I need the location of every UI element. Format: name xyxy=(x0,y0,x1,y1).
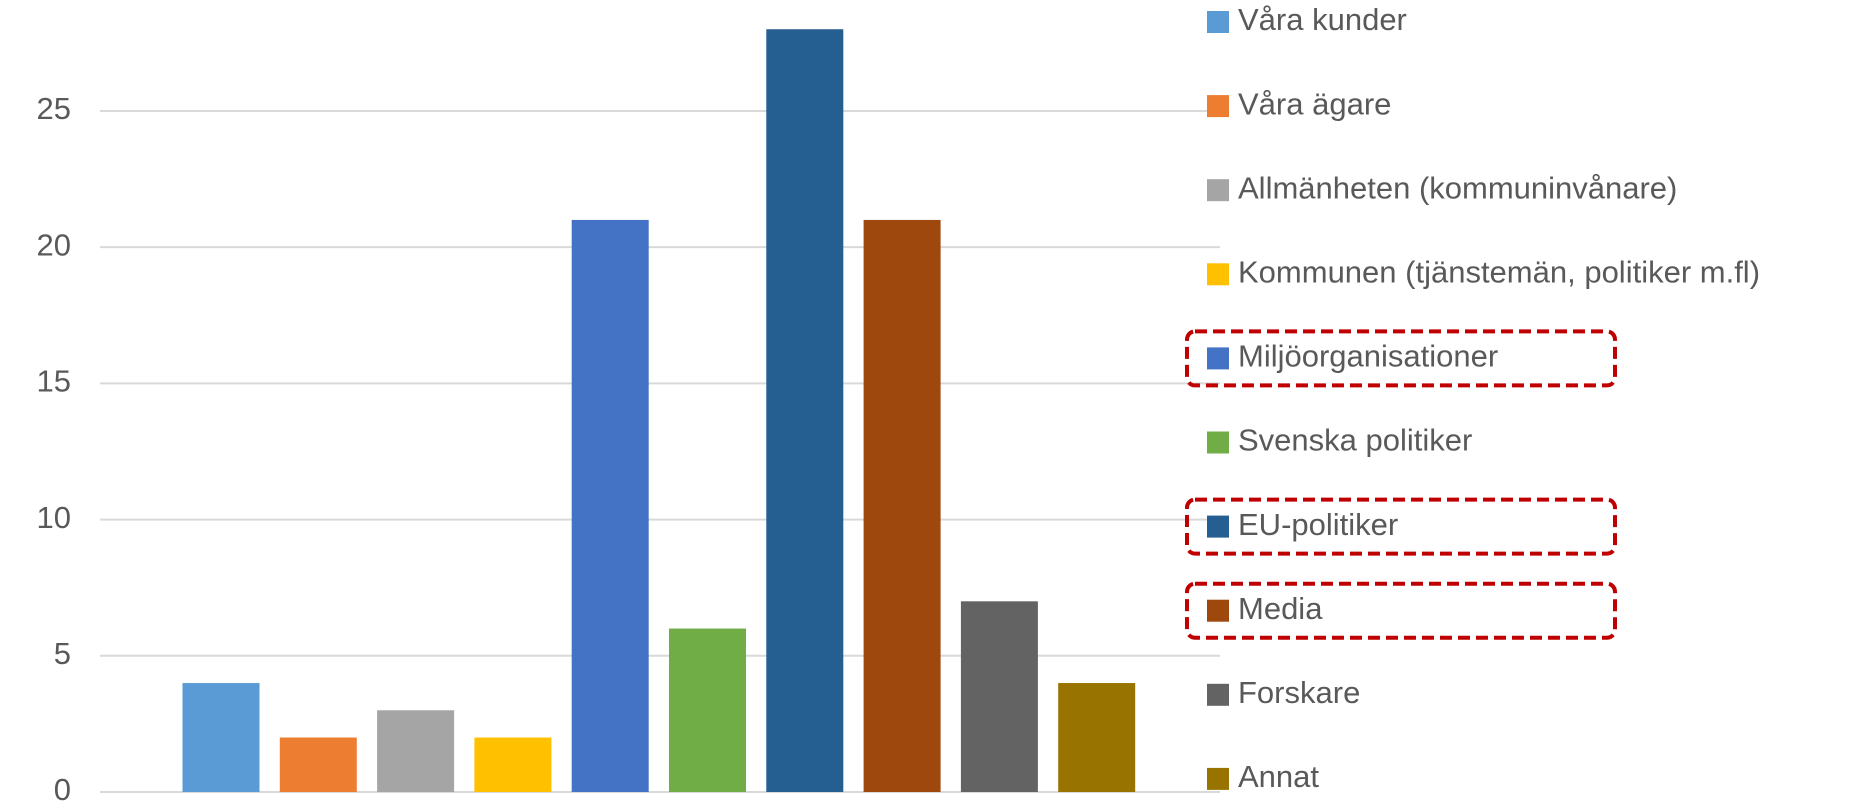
highlight-box xyxy=(1185,581,1617,640)
legend-label: Media xyxy=(1238,591,1323,626)
bar xyxy=(1058,683,1136,792)
bar xyxy=(766,29,844,792)
legend-swatch xyxy=(1207,767,1229,790)
legend-swatch xyxy=(1207,599,1229,622)
legend-swatch xyxy=(1207,11,1229,33)
legend-swatch xyxy=(1207,347,1229,370)
y-tick-label: 0 xyxy=(54,772,71,806)
bar xyxy=(669,628,746,792)
legend-label: EU-politiker xyxy=(1238,507,1398,542)
bar xyxy=(960,601,1038,792)
legend-label: Annat xyxy=(1238,759,1319,794)
y-tick-label: 20 xyxy=(37,227,71,262)
legend-label: Våra ägare xyxy=(1238,86,1391,121)
bar xyxy=(377,710,455,792)
bar xyxy=(279,737,357,792)
y-tick-label: 5 xyxy=(54,636,71,671)
highlight-box xyxy=(1185,497,1617,556)
legend-swatch xyxy=(1207,515,1229,538)
bar xyxy=(182,683,260,792)
y-tick-label: 15 xyxy=(37,364,71,399)
legend-label: Allmänheten (kommuninvånare) xyxy=(1238,170,1677,205)
legend-swatch xyxy=(1207,431,1229,454)
bar xyxy=(863,219,941,792)
highlight-box xyxy=(1185,329,1617,388)
legend-label: Forskare xyxy=(1238,675,1360,710)
bar xyxy=(571,219,649,792)
legend-swatch xyxy=(1207,683,1229,706)
legend-swatch xyxy=(1207,179,1229,202)
y-tick-label: 25 xyxy=(37,91,71,126)
y-tick-label: 10 xyxy=(37,500,71,535)
legend-swatch xyxy=(1207,263,1229,286)
bar xyxy=(474,737,552,792)
legend-label: Miljöorganisationer xyxy=(1238,339,1498,374)
legend-label: Våra kunder xyxy=(1238,2,1407,37)
legend-label: Kommunen (tjänstemän, politiker m.fl) xyxy=(1238,254,1760,289)
legend-swatch xyxy=(1207,95,1229,118)
legend-label: Svenska politiker xyxy=(1238,423,1472,458)
